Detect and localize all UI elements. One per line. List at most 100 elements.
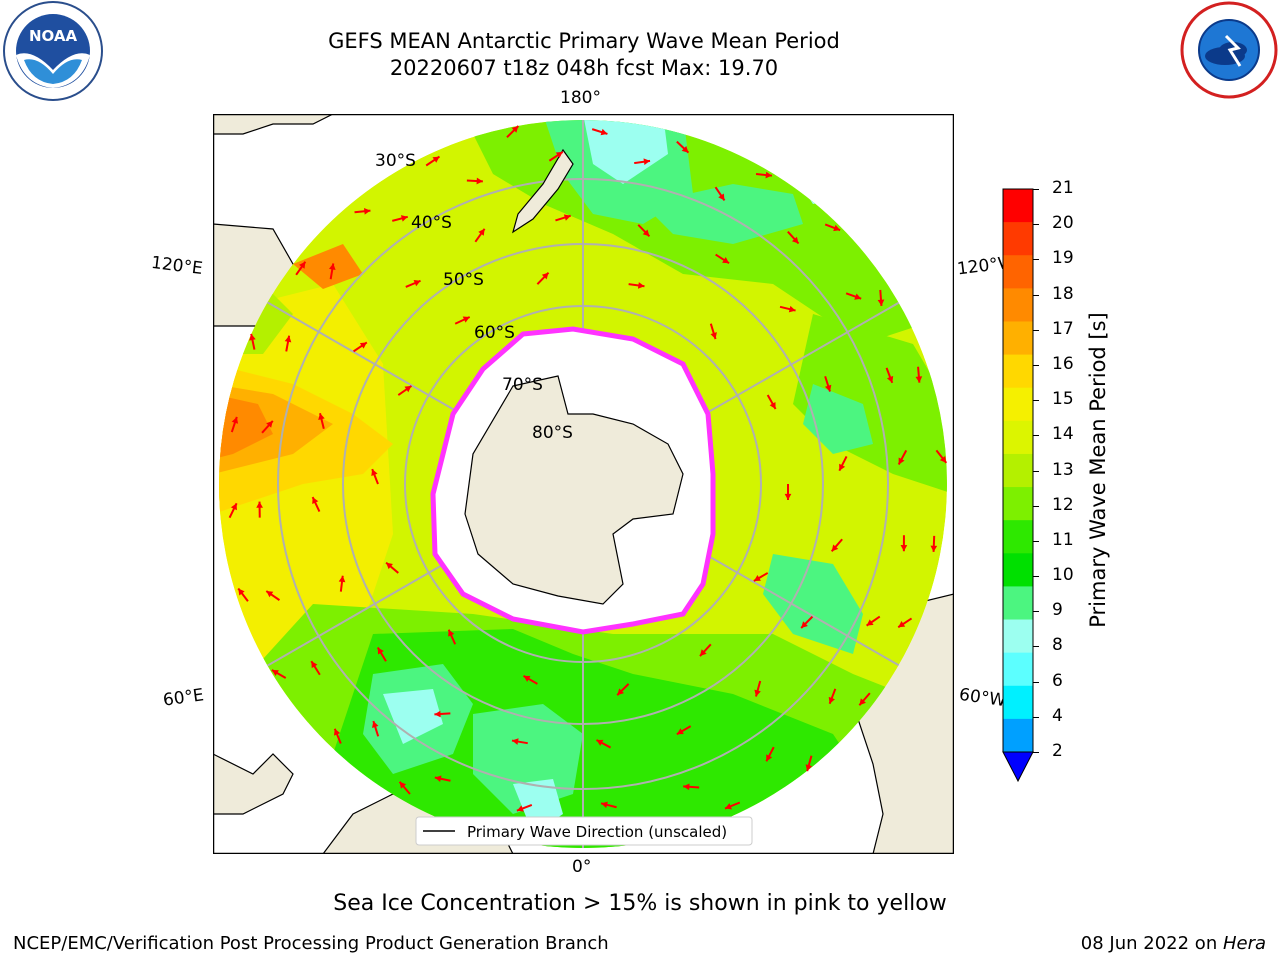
wave-arrow-head [563, 214, 571, 221]
wave-arrow-head [328, 263, 336, 271]
colorbar-swatch [1003, 387, 1033, 422]
lat-label-50s: 50°S [443, 270, 484, 290]
new-zealand [511, 148, 574, 234]
wave-arrow-head [338, 575, 346, 583]
wave-arrow-head [359, 342, 367, 349]
footer-branch: NCEP/EMC/Verification Post Processing Pr… [13, 933, 609, 954]
colorbar-tick-label: 16 [1052, 353, 1074, 374]
lon-label-120e: 120°E [149, 252, 204, 280]
colorbar-tick-mark [1033, 224, 1039, 226]
noaa-logo-text: NOAA [29, 27, 78, 45]
wave-arrow-head [541, 272, 549, 280]
wave-arrow-head [312, 497, 319, 505]
wave-arrow-head [266, 420, 273, 428]
wave-arrow-head [683, 783, 690, 791]
wave-arrow-head [271, 670, 279, 677]
colorbar-tick-label: 13 [1052, 459, 1074, 480]
wave-arrow-head [386, 562, 393, 570]
colorbar-tick-label: 6 [1052, 670, 1063, 691]
wave-arrow-head [699, 649, 707, 657]
footer-date: 08 Jun 2022 on Hera [1081, 933, 1266, 954]
lon-label-60w: 60°W [957, 684, 1008, 712]
colorbar-tick-label: 14 [1052, 424, 1074, 445]
wave-arrow-head [710, 332, 717, 340]
wave-arrow-head [318, 413, 325, 420]
colorbar-tick-label: 20 [1052, 213, 1074, 234]
wave-arrow-head [801, 621, 808, 628]
colorbar-tick-label: 11 [1052, 529, 1074, 550]
lat-label-60s: 60°S [474, 323, 515, 343]
colorbar-tick-label: 12 [1052, 494, 1074, 515]
colorbar-swatch [1003, 520, 1033, 554]
colorbar-label: Primary Wave Mean Period [s] [1086, 312, 1110, 628]
colorbar-swatch [1003, 354, 1033, 389]
wave-arrow-head [828, 696, 835, 704]
wave-arrow-head [839, 463, 846, 471]
sea-ice-note: Sea Ice Concentration > 15% is shown in … [333, 891, 947, 916]
wave-arrow-head [718, 193, 725, 201]
wave-arrow-head [299, 261, 306, 269]
wave-arrow-head [753, 575, 761, 581]
footer-host: Hera [1222, 933, 1266, 954]
wave-arrow-head [600, 128, 608, 136]
colorbar-tick-label: 2 [1052, 741, 1063, 761]
wave-arrow-head [642, 229, 650, 237]
national-weather-service-logo [1180, 1, 1278, 99]
wave-arrow-head [413, 280, 421, 287]
colorbar-swatch [1003, 255, 1033, 289]
colorbar-tick-label: 21 [1052, 178, 1074, 198]
wave-arrow-head [230, 503, 237, 511]
wave-arrow-head [478, 228, 485, 236]
colorbar-swatch [1003, 288, 1033, 322]
wave-arrow-head [596, 739, 604, 746]
wave-direction-arrows [228, 125, 948, 845]
wave-arrow-head [511, 126, 519, 133]
wave-arrow-head [266, 591, 274, 598]
wave-arrow-head [372, 721, 379, 728]
wave-arrow-head [371, 469, 378, 477]
colorbar-tick-label: 8 [1052, 635, 1063, 656]
wave-arrow-head [617, 688, 624, 696]
wave-arrow-head [284, 335, 292, 343]
colorbar-swatch [1003, 189, 1033, 223]
colorbar-tick-mark [1033, 540, 1039, 542]
wave-arrow-head [399, 781, 407, 789]
colorbar-swatch [1003, 586, 1033, 621]
wave-arrow-head [476, 177, 483, 185]
wave-arrow-head [256, 501, 263, 508]
wave-arrow-head [434, 710, 441, 718]
wave-period-map: Primary Wave Direction (unscaled) [213, 114, 954, 854]
chart-title: GEFS MEAN Antarctic Primary Wave Mean Pe… [328, 29, 840, 53]
wave-arrow-head [877, 299, 885, 306]
colorbar-swatch [1003, 652, 1033, 687]
wave-arrow-head [900, 545, 908, 552]
wave-arrow-head [448, 629, 455, 637]
colorbar-tick-mark [1033, 364, 1039, 366]
wave-arrow-head [377, 647, 384, 655]
wave-arrow-head [788, 305, 796, 313]
wave-arrow-head [676, 728, 684, 735]
wave-arrow-head [516, 805, 524, 812]
wave-arrow-head [939, 456, 947, 463]
wave-arrow-head [722, 257, 730, 264]
footer-date-text: 08 Jun 2022 on [1080, 933, 1223, 954]
wave-arrow-head [930, 545, 938, 552]
colorbar-tick-mark [1033, 681, 1039, 683]
wave-arrow-head [915, 376, 923, 383]
colorbar-swatch [1003, 553, 1033, 587]
polar-map: Primary Wave Direction (unscaled) 180° 0… [150, 88, 1016, 877]
wave-arrow-head [898, 457, 905, 465]
chart-subtitle: 20220607 t18z 048h fcst Max: 19.70 [389, 56, 779, 80]
wave-arrow-head [766, 754, 773, 762]
colorbar-extension [1002, 751, 1034, 783]
colorbar-tick-mark [1033, 505, 1039, 507]
lon-label-0: 0° [572, 857, 592, 877]
colorbar-tick-mark [1033, 329, 1039, 331]
legend-label: Primary Wave Direction (unscaled) [467, 823, 727, 841]
lat-label-80s: 80°S [532, 423, 573, 443]
lat-label-70s: 70°S [502, 375, 543, 395]
colorbar-swatch [1003, 619, 1033, 654]
map-frame [213, 114, 954, 854]
wave-arrow-head [866, 619, 874, 626]
wave-arrow-head [238, 588, 245, 596]
